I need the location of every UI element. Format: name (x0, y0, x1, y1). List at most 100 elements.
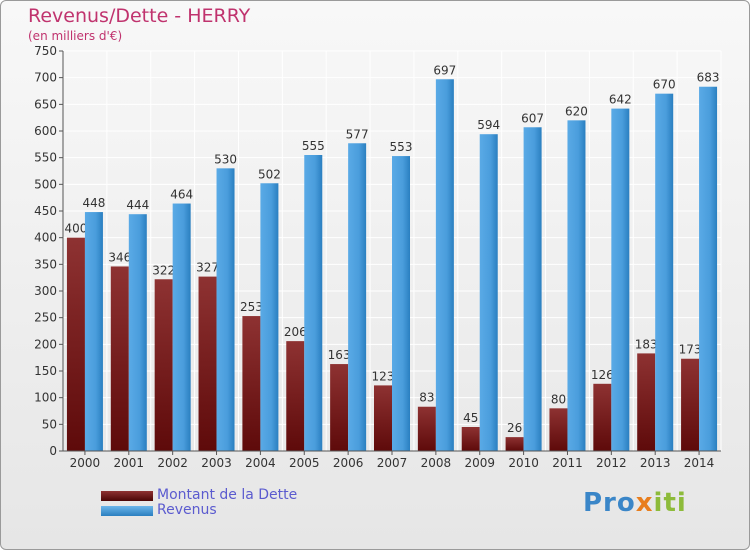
bar-dette-2013 (637, 353, 656, 451)
label-dette-2006: 163 (328, 348, 351, 362)
bar-revenus-2007 (392, 156, 410, 452)
bar-dette-2011 (549, 408, 568, 451)
label-revenus-2010: 607 (521, 111, 544, 125)
bar-revenus-2005 (304, 155, 323, 451)
bar-revenus-2010 (523, 127, 542, 452)
bar-dette-2014 (681, 358, 700, 451)
label-dette-2013: 183 (635, 337, 658, 351)
logo-part-2: x (635, 488, 654, 518)
legend-label-revenus: Revenus (157, 502, 217, 518)
bar-revenus-2006 (348, 143, 367, 451)
y-tick-label-100: 100 (34, 391, 57, 405)
y-tick-label-400: 400 (34, 231, 57, 245)
y-tick-label-500: 500 (34, 177, 57, 191)
label-revenus-2014: 683 (697, 71, 720, 85)
label-revenus-2002: 464 (170, 188, 193, 202)
label-dette-2007: 123 (372, 369, 395, 383)
y-tick-label-600: 600 (34, 124, 57, 138)
label-dette-2012: 126 (591, 368, 614, 382)
x-tick-label-2013: 2013 (640, 456, 671, 470)
y-tick-label-250: 250 (34, 311, 57, 325)
label-dette-2005: 206 (284, 325, 307, 339)
bar-dette-2010 (505, 437, 524, 451)
y-tick-label-0: 0 (49, 444, 57, 458)
bar-revenus-2002 (172, 203, 191, 451)
label-revenus-2013: 670 (653, 78, 676, 92)
label-dette-2009: 45 (463, 411, 478, 425)
chart-title: Revenus/Dette - HERRY (28, 5, 251, 27)
bar-revenus-2009 (479, 134, 498, 451)
label-dette-2008: 83 (419, 391, 434, 405)
label-revenus-2011: 620 (565, 104, 588, 118)
label-dette-2002: 322 (152, 263, 175, 277)
bar-dette-2000 (66, 237, 85, 451)
bar-dette-2007 (374, 385, 392, 451)
bar-dette-2001 (110, 266, 129, 451)
y-tick-label-150: 150 (34, 364, 57, 378)
y-tick-label-650: 650 (34, 97, 57, 111)
bar-dette-2009 (461, 427, 480, 451)
logo-part-3: iti (653, 488, 687, 518)
bar-dette-2004 (242, 316, 261, 451)
label-dette-2004: 253 (240, 300, 263, 314)
label-revenus-2004: 502 (258, 167, 281, 181)
x-tick-label-2010: 2010 (508, 456, 539, 470)
proxiti-logo: Proxiti (583, 488, 687, 518)
bar-dette-2008 (417, 406, 436, 451)
y-tick-label-50: 50 (42, 417, 57, 431)
label-revenus-2003: 530 (214, 152, 237, 166)
x-tick-label-2003: 2003 (201, 456, 232, 470)
bar-revenus-2003 (216, 168, 235, 452)
label-revenus-2012: 642 (609, 93, 632, 107)
bar-revenus-2012 (611, 108, 630, 451)
y-tick-label-700: 700 (34, 71, 57, 85)
x-tick-label-2008: 2008 (421, 456, 452, 470)
x-tick-label-2005: 2005 (289, 456, 320, 470)
bar-dette-2012 (593, 383, 612, 451)
label-revenus-2008: 697 (433, 63, 456, 77)
chart-subtitle: (en milliers d'€) (28, 29, 123, 43)
bar-revenus-2014 (699, 86, 718, 451)
legend-swatch-dette (101, 491, 153, 501)
y-tick-label-550: 550 (34, 151, 57, 165)
y-tick-label-200: 200 (34, 337, 57, 351)
y-tick-label-750: 750 (34, 44, 57, 58)
x-tick-label-2006: 2006 (333, 456, 364, 470)
label-dette-2011: 80 (551, 392, 566, 406)
label-dette-2000: 400 (64, 222, 87, 236)
x-tick-label-2007: 2007 (377, 456, 408, 470)
y-tick-label-350: 350 (34, 257, 57, 271)
legend-swatch-revenus (101, 506, 153, 516)
bar-revenus-2000 (84, 212, 103, 451)
label-revenus-2000: 448 (82, 196, 105, 210)
bar-dette-2005 (286, 341, 305, 451)
axis-layer: 0 50 100 150 200 250 300 350 400 450 500 550 600 650 7… (34, 44, 721, 470)
bar-dette-2006 (330, 364, 349, 451)
bar-revenus-2001 (128, 214, 147, 451)
label-revenus-2009: 594 (477, 118, 500, 132)
x-tick-label-2014: 2014 (684, 456, 715, 470)
label-dette-2010: 26 (507, 421, 522, 435)
label-revenus-2007: 553 (390, 140, 413, 154)
label-revenus-2006: 577 (346, 127, 369, 141)
label-dette-2014: 173 (679, 343, 702, 357)
x-tick-label-2012: 2012 (596, 456, 627, 470)
bar-dette-2002 (154, 279, 173, 451)
x-tick-label-2001: 2001 (114, 456, 145, 470)
bar-layer: 400 448 346 444 322 464 327 530 253 502 206 555 163 5… (64, 63, 720, 452)
bar-revenus-2013 (655, 93, 674, 452)
y-tick-label-450: 450 (34, 204, 57, 218)
label-dette-2001: 346 (108, 250, 131, 264)
x-tick-label-2002: 2002 (157, 456, 188, 470)
x-tick-label-2004: 2004 (245, 456, 276, 470)
bar-dette-2003 (198, 276, 217, 451)
x-tick-label-2000: 2000 (70, 456, 101, 470)
label-dette-2003: 327 (196, 261, 219, 275)
label-revenus-2005: 555 (302, 139, 325, 153)
bar-revenus-2008 (435, 79, 454, 452)
logo-part-1: Pro (583, 488, 636, 518)
x-tick-label-2009: 2009 (464, 456, 495, 470)
x-tick-label-2011: 2011 (552, 456, 583, 470)
